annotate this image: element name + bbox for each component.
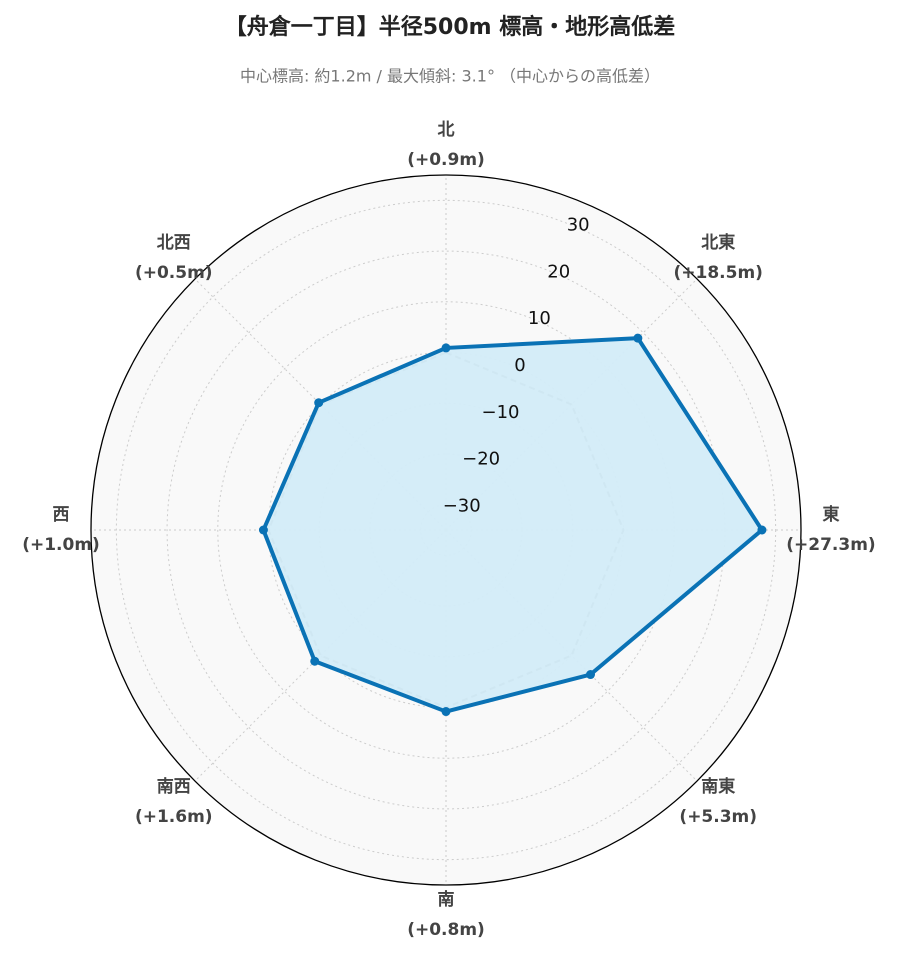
category-label: 南西 xyxy=(157,776,191,797)
category-label: 西 xyxy=(53,505,70,525)
category-label: 南東 xyxy=(701,776,735,797)
value-label: (+0.5m) xyxy=(135,263,213,283)
value-label: (+0.8m) xyxy=(407,920,485,940)
spoke xyxy=(194,278,447,531)
outer-circle xyxy=(90,174,802,886)
value-label: (+1.6m) xyxy=(135,807,213,827)
data-point xyxy=(633,333,643,343)
data-point xyxy=(310,656,320,666)
chart-subtitle: 中心標高: 約1.2m / 最大傾斜: 3.1° （中心からの高低差） xyxy=(240,67,660,86)
r-tick-label: −10 xyxy=(482,402,520,423)
value-label: (+1.0m) xyxy=(22,535,100,555)
value-label: (+18.5m) xyxy=(674,263,763,283)
data-point xyxy=(314,398,324,408)
value-label: (+0.9m) xyxy=(407,150,485,170)
r-tick-label: −30 xyxy=(443,496,481,517)
data-point xyxy=(441,707,451,717)
r-tick-label: 10 xyxy=(528,308,551,329)
spoke xyxy=(445,529,698,782)
grid-circle xyxy=(115,199,777,861)
spoke xyxy=(194,529,447,782)
data-point xyxy=(258,525,268,535)
value-label: (+5.3m) xyxy=(679,807,757,827)
r-tick-label: 0 xyxy=(514,355,525,376)
data-point xyxy=(441,343,451,353)
data-point xyxy=(757,525,767,535)
r-tick-label: 30 xyxy=(567,214,590,235)
category-label: 東 xyxy=(823,504,840,525)
chart-title: 【舟倉一丁目】半径500m 標高・地形高低差 xyxy=(225,14,676,40)
data-point xyxy=(586,670,596,680)
category-label: 北東 xyxy=(701,232,735,253)
spoke xyxy=(445,278,698,531)
category-label: 北西 xyxy=(157,233,191,253)
r-tick-label: 20 xyxy=(547,261,570,282)
r-tick-label: −20 xyxy=(462,449,500,470)
value-label: (+27.3m) xyxy=(786,535,875,555)
category-label: 北 xyxy=(438,120,455,140)
category-label: 南 xyxy=(438,889,455,910)
